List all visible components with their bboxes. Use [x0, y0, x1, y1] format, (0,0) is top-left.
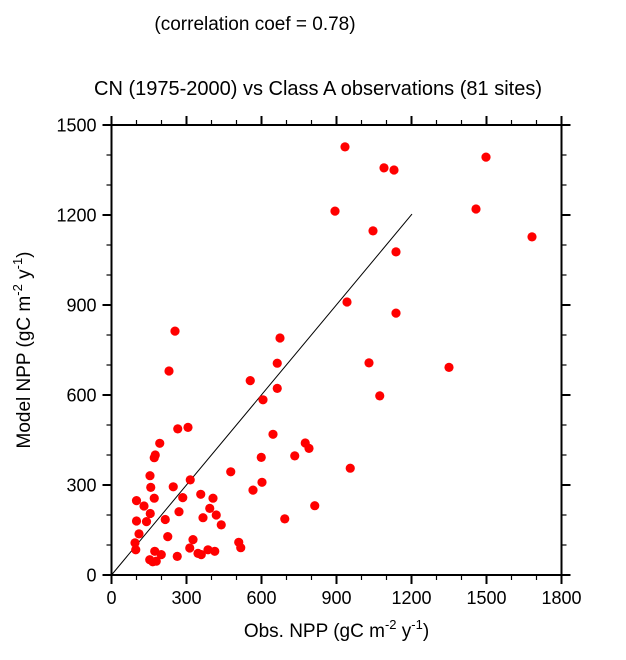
- scatter-point: [196, 550, 206, 560]
- scatter-point: [389, 165, 399, 175]
- scatter-point: [210, 546, 220, 556]
- scatter-point: [130, 538, 140, 548]
- scatter-point: [375, 391, 385, 401]
- y-tick-label: 1200: [56, 205, 96, 225]
- scatter-point: [188, 535, 198, 545]
- scatter-point: [205, 503, 215, 513]
- scatter-point: [236, 543, 246, 553]
- chart-title: CN (1975-2000) vs Class A observations (…: [94, 78, 542, 100]
- scatter-point: [268, 429, 278, 439]
- scatter-point: [368, 226, 378, 236]
- scatter-point: [248, 485, 258, 495]
- scatter-point: [168, 482, 178, 492]
- axis-ticks: [102, 116, 571, 584]
- scatter-point: [471, 204, 481, 214]
- scatter-point: [272, 358, 282, 368]
- scatter-point: [256, 452, 266, 462]
- plot-frame: [110, 124, 563, 576]
- scatter-point: [364, 358, 374, 368]
- scatter-point: [340, 142, 350, 152]
- scatter-point: [131, 516, 142, 526]
- axis-tick-labels: 0 300 600 900 1200 1500 1800 0 300 600 900 1200 1500: [56, 115, 581, 608]
- scatter-point: [211, 510, 221, 520]
- scatter-point: [149, 493, 159, 503]
- scatter-point: [155, 438, 165, 448]
- scatter-point: [134, 529, 144, 539]
- scatter-point: [275, 333, 285, 343]
- scatter-point: [280, 514, 290, 524]
- x-tick-label: 300: [171, 588, 201, 608]
- scatter-point: [198, 513, 208, 523]
- scatter-point: [481, 152, 491, 162]
- scatter-point: [131, 545, 141, 555]
- scatter-point: [149, 453, 159, 463]
- scatter-point: [272, 383, 282, 393]
- scatter-point: [216, 520, 226, 530]
- y-tick-label: 300: [66, 475, 96, 495]
- scatter-point: [257, 477, 267, 487]
- scatter-point: [174, 507, 184, 517]
- scatter-point: [172, 551, 182, 562]
- scatter-point: [139, 501, 149, 511]
- scatter-point: [164, 366, 174, 376]
- scatter-point: [131, 496, 142, 506]
- x-tick-label: 1500: [466, 588, 506, 608]
- scatter-point: [178, 493, 188, 503]
- fit-line: [111, 213, 413, 576]
- scatter-point: [145, 508, 155, 519]
- scatter-point: [444, 362, 454, 372]
- y-tick-label: 0: [86, 565, 96, 585]
- correlation-note: (correlation coef = 0.78): [154, 14, 355, 35]
- scatter-point: [258, 395, 268, 405]
- scatter-point: [379, 163, 389, 173]
- scatter-point: [163, 532, 173, 542]
- scatter-point: [330, 206, 340, 216]
- scatter-point: [310, 501, 320, 511]
- x-axis-label: Obs. NPP (gC m-2 y-1): [244, 617, 429, 642]
- x-tick-label: 900: [321, 588, 351, 608]
- scatter-point: [345, 463, 355, 473]
- x-tick-label: 600: [246, 588, 276, 608]
- scatter-point: [304, 443, 314, 453]
- scatter-point: [226, 467, 236, 477]
- y-tick-label: 1500: [56, 115, 96, 135]
- x-tick-label: 0: [106, 588, 116, 608]
- scatter-point: [245, 376, 255, 386]
- y-axis-label: Model NPP (gC m-2 y-1): [10, 252, 35, 449]
- y-tick-label: 900: [66, 295, 96, 315]
- scatter-point: [290, 451, 300, 461]
- scatter-point: [391, 308, 401, 318]
- y-tick-label: 600: [66, 385, 96, 405]
- scatter-point: [148, 557, 158, 567]
- scatter-point: [173, 424, 183, 434]
- scatter-point: [527, 232, 537, 242]
- scatter-point: [185, 543, 195, 553]
- scatter-point: [183, 422, 193, 432]
- x-tick-label: 1800: [541, 588, 581, 608]
- scatter-point: [146, 482, 156, 492]
- scatter-point: [208, 493, 218, 503]
- scatter-point: [185, 475, 195, 485]
- scatter-point: [342, 297, 352, 307]
- scatter-point: [391, 247, 401, 257]
- scatter-point: [160, 514, 170, 525]
- x-tick-label: 1200: [391, 588, 431, 608]
- scatter-point: [141, 517, 152, 527]
- scatter-point: [145, 471, 155, 481]
- scatter-point: [196, 489, 206, 499]
- scatter-point: [156, 550, 166, 560]
- data-points-layer: [111, 142, 537, 576]
- scatter-point: [170, 326, 180, 336]
